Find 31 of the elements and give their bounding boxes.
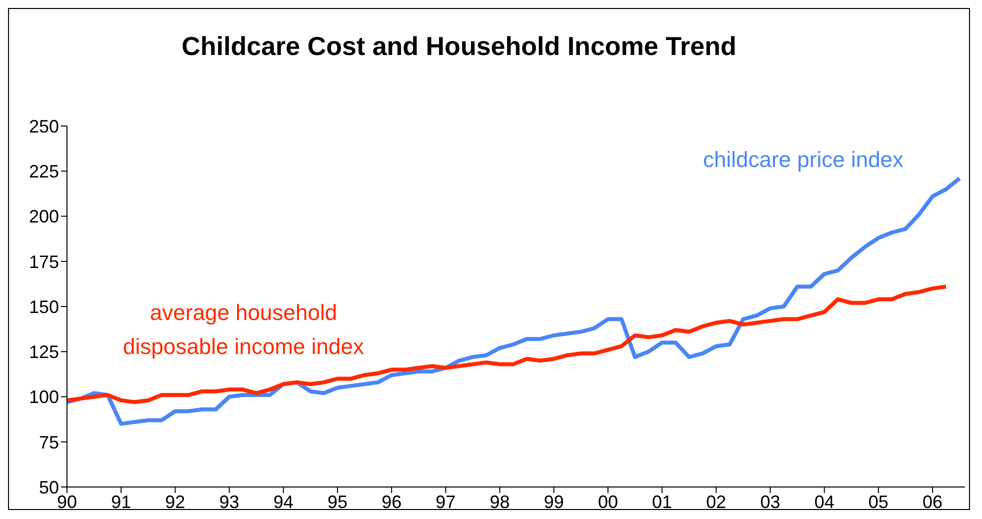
x-tick-label: 96 (382, 492, 402, 512)
x-tick-label: 03 (760, 492, 780, 512)
series-label: average household disposable income index (122, 299, 365, 361)
chart-title: Childcare Cost and Household Income Trend (180, 31, 738, 62)
line-series (67, 176, 962, 426)
y-tick-label: 100 (28, 387, 59, 408)
x-tick-label: 01 (652, 492, 672, 512)
x-tick-label: 90 (56, 492, 78, 512)
x-tick-label: 04 (814, 492, 834, 512)
x-tick-label: 05 (868, 492, 888, 512)
x-tick-label: 00 (598, 492, 618, 512)
y-tick-label: 75 (38, 432, 59, 452)
x-tick-label: 92 (165, 492, 186, 512)
x-tick-label: 98 (490, 492, 510, 512)
y-tick-label: 50 (38, 477, 59, 498)
x-tick-label: 91 (111, 492, 132, 512)
y-tick-label: 175 (28, 252, 59, 272)
y-tick-label: 225 (28, 162, 59, 182)
x-tick-label: 93 (219, 492, 240, 512)
y-tick-label: 200 (28, 206, 59, 227)
x-tick-label: 94 (273, 492, 294, 512)
x-tick-label: 99 (544, 492, 564, 512)
x-tick-label: 95 (327, 492, 348, 512)
series-label: childcare price index (703, 146, 905, 174)
x-tick-label: 97 (436, 492, 456, 512)
y-tick-label: 125 (28, 342, 59, 362)
line-series (67, 284, 948, 404)
x-tick-label: 02 (706, 492, 726, 512)
x-tick-label: 06 (922, 492, 943, 512)
y-tick-label: 150 (28, 296, 59, 317)
y-tick-label: 250 (28, 116, 59, 136)
